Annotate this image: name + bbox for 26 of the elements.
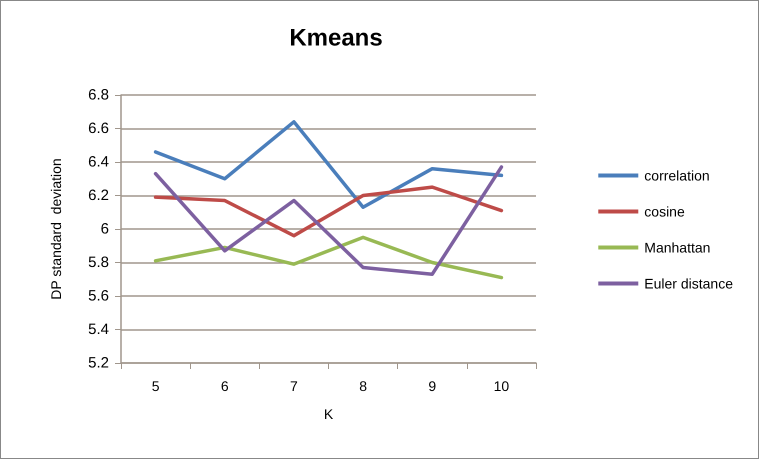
y-tick-label: 5.2 [88,354,109,372]
y-tick-label: 6.2 [88,187,109,204]
line-series [154,165,504,276]
x-tick-label: 8 [359,378,368,394]
x-tick-label: 7 [290,378,298,394]
x-tick-label: 10 [494,378,510,394]
y-axis-title: DP standard deviation [48,158,64,300]
line-series [154,120,504,209]
legend-label: correlation [644,168,710,184]
y-tick-label: 5.8 [88,254,109,271]
y-tick-label: 5.4 [88,321,109,338]
x-tick-label: 6 [220,378,229,394]
x-tick-label: 9 [428,378,436,394]
y-tick-label: 6.6 [88,120,109,137]
legend-label: cosine [644,204,685,220]
line-series [154,185,504,238]
y-tick-label: 5.6 [88,288,109,304]
y-tick-label: 6.4 [88,154,109,170]
legend-label: Euler distance [644,276,734,292]
chart-title: Kmeans [289,24,383,52]
line-series [154,236,504,280]
y-tick-label: 6.8 [88,86,109,104]
x-tick-label: 5 [152,378,160,394]
x-axis-title: K [324,406,334,422]
y-tick-label: 6 [100,220,109,238]
legend-label: Manhattan [644,240,710,256]
